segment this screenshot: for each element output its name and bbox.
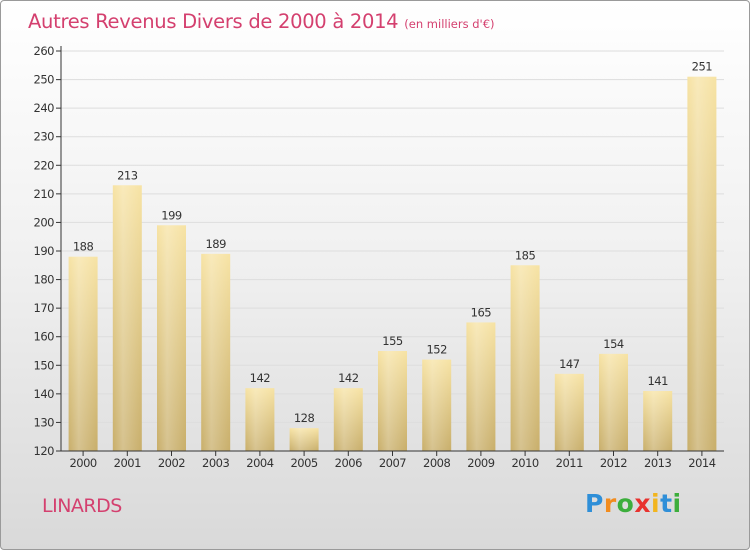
chart-title: Autres Revenus Divers de 2000 à 2014 (en … <box>28 10 495 33</box>
logo-letter: P <box>585 489 604 518</box>
y-tick-label: 180 <box>34 273 55 287</box>
bar-shine <box>157 225 186 451</box>
bar-value-label: 185 <box>515 248 536 262</box>
bar-shine <box>422 359 452 451</box>
y-tick-label: 200 <box>34 215 55 229</box>
bar-shine <box>333 388 363 451</box>
bar-value-label: 142 <box>250 371 271 385</box>
logo-letter: t <box>660 489 673 518</box>
y-tick-label: 210 <box>34 187 55 201</box>
logo-letter: r <box>603 489 617 518</box>
bar-value-label: 142 <box>338 371 359 385</box>
bar-value-label: 141 <box>647 374 668 388</box>
x-tick-label: 2004 <box>246 456 273 470</box>
bar-shine <box>599 353 628 451</box>
bar-value-label: 152 <box>426 343 447 357</box>
y-tick-label: 170 <box>34 301 55 315</box>
x-tick-label: 2013 <box>644 456 671 470</box>
logo-letter: x <box>634 489 651 518</box>
x-tick-label: 2008 <box>423 456 450 470</box>
y-tick-label: 260 <box>34 44 55 58</box>
logo-letter: o <box>616 489 635 518</box>
bar-value-label: 165 <box>471 305 492 319</box>
y-tick-label: 220 <box>34 158 55 172</box>
y-tick-label: 240 <box>34 101 55 115</box>
bar-shine <box>289 428 319 451</box>
bar-value-label: 199 <box>161 208 182 222</box>
x-tick-label: 2010 <box>511 456 538 470</box>
title-text: Autres Revenus Divers de 2000 à 2014 <box>28 10 399 33</box>
bar-value-label: 251 <box>692 60 713 74</box>
proxiti-logo[interactable]: Proxiti <box>585 489 682 518</box>
bar-shine <box>554 373 584 451</box>
bar-shine <box>245 388 275 451</box>
y-tick-label: 250 <box>34 73 55 87</box>
y-tick-label: 120 <box>34 444 55 458</box>
logo-letter: i <box>672 489 682 518</box>
bar-value-label: 154 <box>603 337 624 351</box>
x-tick-label: 2002 <box>158 456 185 470</box>
chart-subtitle: (en milliers d'€) <box>404 17 495 31</box>
y-tick-label: 160 <box>34 330 55 344</box>
bar-shine <box>466 322 496 451</box>
x-tick-label: 2007 <box>379 456 406 470</box>
y-tick-label: 140 <box>34 387 55 401</box>
y-tick-label: 190 <box>34 244 55 258</box>
x-tick-label: 2009 <box>467 456 494 470</box>
bar-shine <box>68 256 98 451</box>
location-label: LINARDS <box>42 495 122 517</box>
bar-shine <box>643 391 673 451</box>
x-tick-label: 2011 <box>556 456 583 470</box>
y-tick-label: 150 <box>34 358 55 372</box>
logo-letter: i <box>651 489 661 518</box>
y-tick-label: 130 <box>34 415 55 429</box>
y-tick-label: 230 <box>34 130 55 144</box>
bar-shine <box>112 185 142 452</box>
x-tick-label: 2006 <box>335 456 362 470</box>
bar-shine <box>201 253 231 451</box>
bar-value-label: 188 <box>73 240 94 254</box>
x-tick-label: 2014 <box>688 456 715 470</box>
x-tick-label: 2000 <box>69 456 96 470</box>
bar-value-label: 189 <box>205 237 226 251</box>
bar-shine <box>687 76 717 451</box>
bar-shine <box>510 265 540 451</box>
x-tick-label: 2003 <box>202 456 229 470</box>
bar-shine <box>378 351 407 451</box>
bar-value-label: 128 <box>294 411 315 425</box>
x-tick-label: 2012 <box>600 456 627 470</box>
x-tick-label: 2001 <box>114 456 141 470</box>
bar-value-label: 155 <box>382 334 403 348</box>
x-tick-label: 2005 <box>290 456 317 470</box>
bar-value-label: 213 <box>117 168 138 182</box>
bar-value-label: 147 <box>559 357 580 371</box>
